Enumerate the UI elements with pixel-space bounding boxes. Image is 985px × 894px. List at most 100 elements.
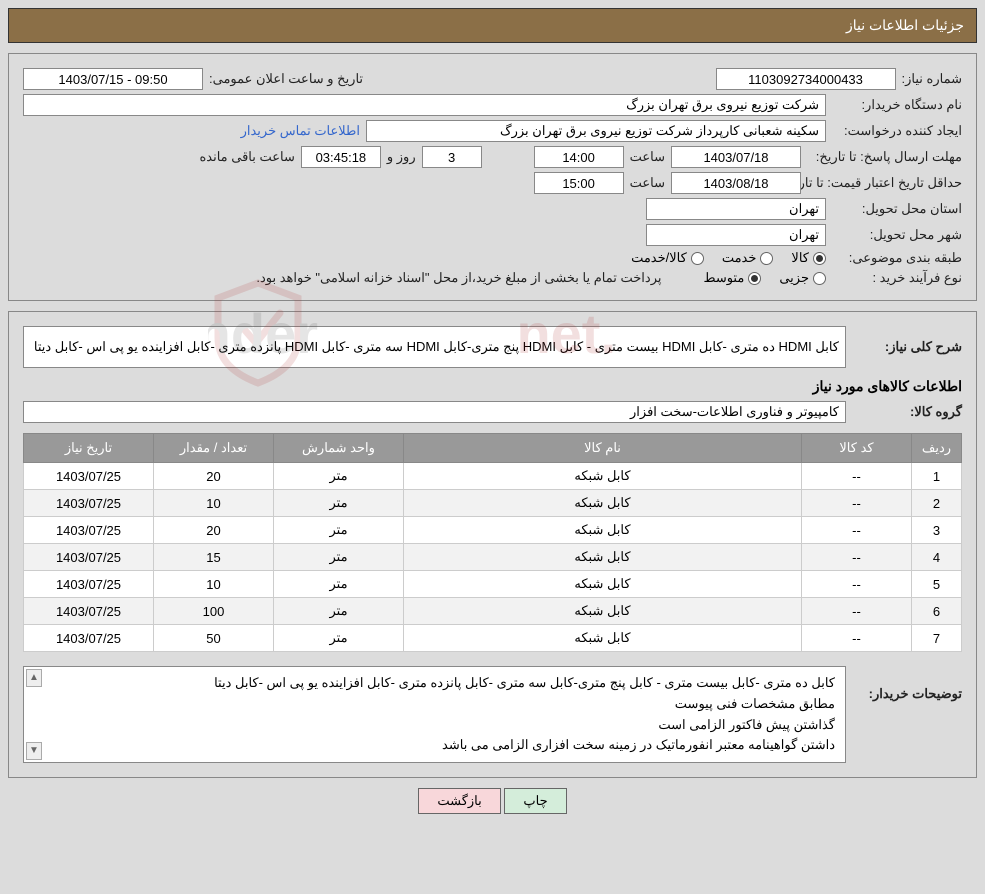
col-date: تاریخ نیاز [24, 434, 154, 463]
need-no-label: شماره نیاز: [902, 71, 962, 87]
table-cell: متر [274, 544, 404, 571]
city-field: تهران [646, 224, 826, 246]
page-title: جزئیات اطلاعات نیاز [846, 17, 964, 33]
province-label: استان محل تحویل: [832, 201, 962, 217]
days-and-label: روز و [387, 149, 416, 165]
table-cell: 1 [912, 463, 962, 490]
category-radio-group: کالا خدمت کالا/خدمت [631, 250, 826, 266]
remarks-label: توضیحات خریدار: [852, 666, 962, 702]
purchase-type-label: نوع فرآیند خرید : [832, 270, 962, 286]
radio-both-label: کالا/خدمت [631, 250, 687, 266]
button-row: چاپ بازگشت [8, 788, 977, 814]
buyer-field: شرکت توزیع نیروی برق تهران بزرگ [23, 94, 826, 116]
table-cell: متر [274, 463, 404, 490]
contact-link[interactable]: اطلاعات تماس خریدار [241, 123, 360, 139]
table-cell: 5 [912, 571, 962, 598]
col-row: ردیف [912, 434, 962, 463]
radio-medium[interactable]: متوسط [703, 270, 761, 286]
table-cell: 1403/07/25 [24, 517, 154, 544]
scroll-up-icon[interactable]: ▲ [26, 669, 42, 687]
radio-icon [760, 252, 773, 265]
pub-date-label: تاریخ و ساعت اعلان عمومی: [209, 71, 363, 87]
purchase-note: پرداخت تمام یا بخشی از مبلغ خرید،از محل … [256, 270, 661, 286]
print-button[interactable]: چاپ [504, 788, 566, 814]
table-cell: -- [802, 571, 912, 598]
table-cell: کابل شبکه [404, 490, 802, 517]
goods-section-title: اطلاعات کالاهای مورد نیاز [23, 378, 962, 395]
time-label-2: ساعت [630, 175, 665, 191]
remarks-line: گذاشتن پیش فاکتور الزامی است [34, 715, 835, 736]
table-cell: -- [802, 463, 912, 490]
countdown-field: 03:45:18 [301, 146, 381, 168]
radio-goods-label: کالا [791, 250, 809, 266]
pub-date-field: 1403/07/15 - 09:50 [23, 68, 203, 90]
desc-label: شرح کلی نیاز: [852, 339, 962, 355]
time-label-1: ساعت [630, 149, 665, 165]
radio-both[interactable]: کالا/خدمت [631, 250, 704, 266]
remarks-line: مطابق مشخصات فنی پیوست [34, 694, 835, 715]
table-cell: کابل شبکه [404, 571, 802, 598]
radio-icon [748, 272, 761, 285]
radio-goods[interactable]: کالا [791, 250, 826, 266]
group-field: کامپیوتر و فناوری اطلاعات-سخت افزار [23, 401, 846, 423]
page-header: جزئیات اطلاعات نیاز [8, 8, 977, 43]
scroll-arrows: ▲ ▼ [26, 669, 42, 760]
table-cell: 15 [154, 544, 274, 571]
table-cell: -- [802, 625, 912, 652]
purchase-type-radio-group: جزیی متوسط [703, 270, 826, 286]
table-row: 1--کابل شبکهمتر201403/07/25 [24, 463, 962, 490]
table-cell: متر [274, 490, 404, 517]
table-cell: 100 [154, 598, 274, 625]
table-cell: 1403/07/25 [24, 598, 154, 625]
info-panel: شماره نیاز: 1103092734000433 تاریخ و ساع… [8, 53, 977, 301]
days-field: 3 [422, 146, 482, 168]
col-qty: تعداد / مقدار [154, 434, 274, 463]
table-cell: -- [802, 517, 912, 544]
table-cell: -- [802, 490, 912, 517]
table-cell: 10 [154, 490, 274, 517]
requester-field: سکینه شعبانی کارپرداز شرکت توزیع نیروی ب… [366, 120, 826, 142]
price-time-field: 15:00 [534, 172, 624, 194]
table-row: 4--کابل شبکهمتر151403/07/25 [24, 544, 962, 571]
table-row: 5--کابل شبکهمتر101403/07/25 [24, 571, 962, 598]
radio-partial[interactable]: جزیی [779, 270, 826, 286]
radio-service-label: خدمت [722, 250, 757, 266]
buyer-label: نام دستگاه خریدار: [832, 97, 962, 113]
radio-icon [813, 272, 826, 285]
table-cell: 4 [912, 544, 962, 571]
table-cell: 3 [912, 517, 962, 544]
price-date-field: 1403/08/18 [671, 172, 801, 194]
province-field: تهران [646, 198, 826, 220]
requester-label: ایجاد کننده درخواست: [832, 123, 962, 139]
table-cell: متر [274, 598, 404, 625]
table-row: 2--کابل شبکهمتر101403/07/25 [24, 490, 962, 517]
table-cell: کابل شبکه [404, 544, 802, 571]
table-row: 6--کابل شبکهمتر1001403/07/25 [24, 598, 962, 625]
radio-service[interactable]: خدمت [722, 250, 774, 266]
table-cell: 1403/07/25 [24, 571, 154, 598]
table-cell: 1403/07/25 [24, 544, 154, 571]
reply-time-field: 14:00 [534, 146, 624, 168]
remaining-label: ساعت باقی مانده [199, 149, 294, 165]
table-row: 3--کابل شبکهمتر201403/07/25 [24, 517, 962, 544]
table-cell: 1403/07/25 [24, 463, 154, 490]
scroll-down-icon[interactable]: ▼ [26, 742, 42, 760]
col-code: کد کالا [802, 434, 912, 463]
price-valid-label: حداقل تاریخ اعتبار قیمت: تا تاریخ: [807, 175, 962, 191]
table-cell: 20 [154, 463, 274, 490]
radio-partial-label: جزیی [779, 270, 809, 286]
back-button[interactable]: بازگشت [418, 788, 500, 814]
goods-table: ردیف کد کالا نام کالا واحد شمارش تعداد /… [23, 433, 962, 652]
reply-deadline-label: مهلت ارسال پاسخ: تا تاریخ: [807, 149, 962, 165]
table-cell: 6 [912, 598, 962, 625]
goods-panel: شرح کلی نیاز: کابل HDMI ده متری -کابل HD… [8, 311, 977, 778]
table-cell: -- [802, 544, 912, 571]
table-row: 7--کابل شبکهمتر501403/07/25 [24, 625, 962, 652]
city-label: شهر محل تحویل: [832, 227, 962, 243]
table-cell: 2 [912, 490, 962, 517]
remarks-box: کابل ده متری -کابل بیست متری - کابل پنج … [23, 666, 846, 763]
table-cell: کابل شبکه [404, 625, 802, 652]
col-unit: واحد شمارش [274, 434, 404, 463]
reply-date-field: 1403/07/18 [671, 146, 801, 168]
radio-medium-label: متوسط [703, 270, 744, 286]
